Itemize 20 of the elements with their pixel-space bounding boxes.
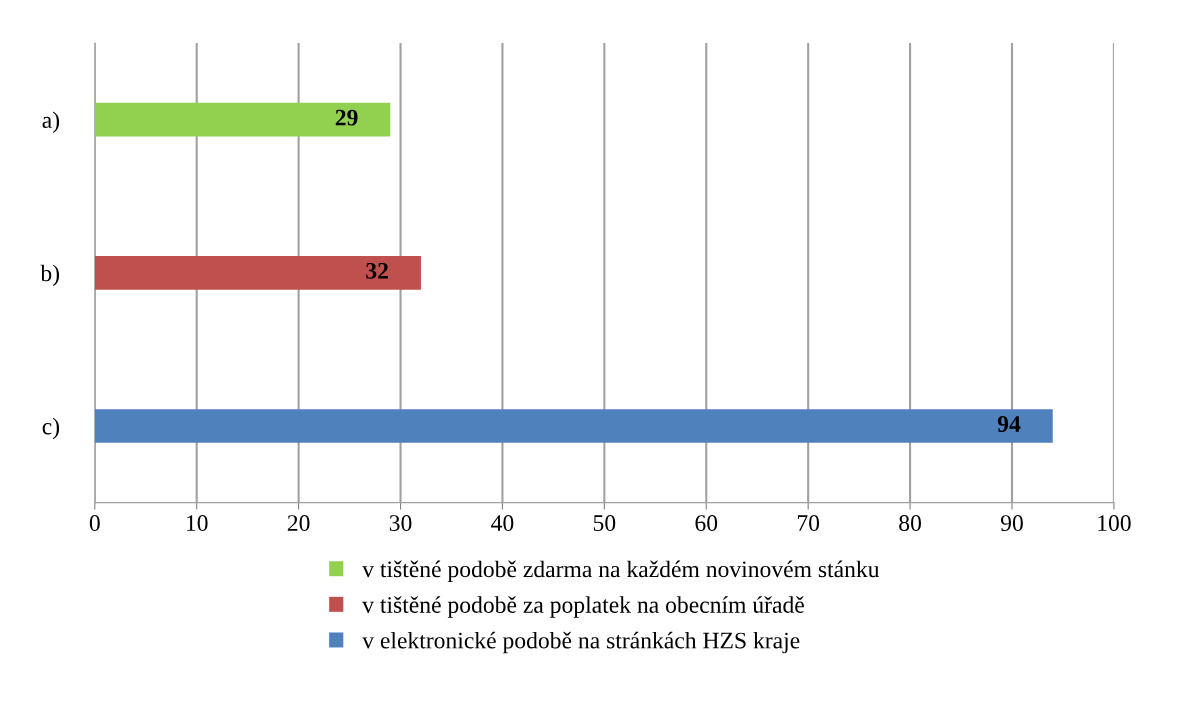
y-tick-label: c) xyxy=(42,417,60,440)
x-tick-label: 80 xyxy=(899,515,921,532)
x-tick-label: 10 xyxy=(186,515,208,532)
legend-label: v elektronické podobě na stránkách HZS kraje xyxy=(362,631,800,654)
y-tick-label: a) xyxy=(42,111,60,133)
x-tick-label: 50 xyxy=(593,515,616,532)
x-tick-label: 30 xyxy=(389,515,412,532)
data-label: 29 xyxy=(335,109,358,126)
x-tick-label: 0 xyxy=(89,515,100,532)
legend-label: v tištěné podobě za poplatek na obecním úřadě xyxy=(362,596,804,618)
legend-label: v tištěné podobě zdarma na každém novinovém stánku xyxy=(362,560,880,583)
x-tick-label: 90 xyxy=(1000,515,1023,532)
x-tick-label: 40 xyxy=(491,515,514,532)
data-label: 94 xyxy=(997,416,1021,432)
x-tick-label: 100 xyxy=(1098,515,1131,532)
x-tick-label: 60 xyxy=(695,515,718,532)
data-label: 32 xyxy=(366,262,388,279)
x-tick-label: 20 xyxy=(287,515,310,532)
x-tick-label: 70 xyxy=(797,515,820,532)
y-tick-label: b) xyxy=(40,264,60,287)
